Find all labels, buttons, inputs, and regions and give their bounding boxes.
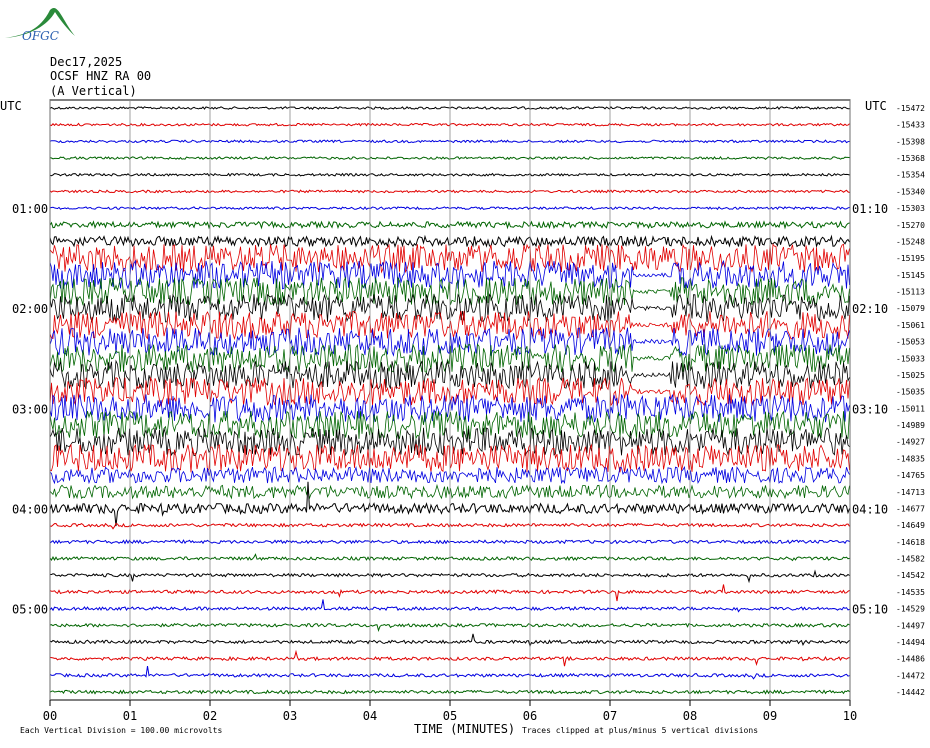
right-time-label: 05:10 xyxy=(852,603,888,617)
right-label: -15061 xyxy=(896,321,925,330)
right-label: -15340 xyxy=(896,187,925,196)
left-time-label: 01:00 xyxy=(12,202,48,216)
right-label: -15472 xyxy=(896,104,925,113)
right-label: -14497 xyxy=(896,621,925,630)
x-tick-label: 10 xyxy=(843,709,857,723)
x-tick-label: 00 xyxy=(43,709,57,723)
right-label: -14927 xyxy=(896,438,925,447)
right-label: -14542 xyxy=(896,571,925,580)
x-tick-label: 05 xyxy=(443,709,457,723)
right-label: -15270 xyxy=(896,221,925,230)
right-label: -15011 xyxy=(896,404,925,413)
right-label: -14835 xyxy=(896,454,925,463)
right-label: -15368 xyxy=(896,154,925,163)
right-time-label: 01:10 xyxy=(852,202,888,216)
x-tick-label: 02 xyxy=(203,709,217,723)
right-label: -14989 xyxy=(896,421,925,430)
station: OCSF HNZ RA 00 xyxy=(50,69,151,83)
right-label: -15113 xyxy=(896,288,925,297)
logo-text: OFGC xyxy=(22,29,59,43)
left-time-label: 04:00 xyxy=(12,502,48,516)
right-time-label: 03:10 xyxy=(852,402,888,416)
x-tick-label: 01 xyxy=(123,709,137,723)
right-time-label: 04:10 xyxy=(852,502,888,516)
right-label: -15433 xyxy=(896,121,925,130)
right-label: -15248 xyxy=(896,237,925,246)
right-label: -15035 xyxy=(896,388,925,397)
right-label: -14472 xyxy=(896,671,925,680)
left-time-label: 03:00 xyxy=(12,402,48,416)
x-tick-label: 04 xyxy=(363,709,377,723)
right-label: -14494 xyxy=(896,638,925,647)
right-label: -15053 xyxy=(896,338,925,347)
right-label: -14582 xyxy=(896,555,925,564)
right-label: -15145 xyxy=(896,271,925,280)
right-label: -15354 xyxy=(896,171,925,180)
right-label: -15195 xyxy=(896,254,925,263)
clip-note: Traces clipped at plus/minus 5 vertical … xyxy=(522,726,758,735)
right-label: -15398 xyxy=(896,137,925,146)
x-tick-label: 07 xyxy=(603,709,617,723)
component: (A Vertical) xyxy=(50,84,137,98)
right-time-label: 02:10 xyxy=(852,302,888,316)
utc-left: UTC xyxy=(0,99,22,113)
right-label: -14486 xyxy=(896,655,925,664)
right-label: -14677 xyxy=(896,504,925,513)
x-axis-title: TIME (MINUTES) xyxy=(414,722,515,736)
left-time-label: 05:00 xyxy=(12,603,48,617)
logo: OFGC xyxy=(5,8,75,43)
x-tick-label: 03 xyxy=(283,709,297,723)
right-label: -15079 xyxy=(896,304,925,313)
logo-shape xyxy=(5,8,75,38)
right-label: -15025 xyxy=(896,371,925,380)
x-tick-label: 06 xyxy=(523,709,537,723)
utc-right: UTC xyxy=(865,99,887,113)
division-note: Each Vertical Division = 100.00 microvol… xyxy=(20,726,222,735)
x-tick-label: 09 xyxy=(763,709,777,723)
right-label: -14713 xyxy=(896,488,925,497)
right-label: -14442 xyxy=(896,688,925,697)
right-label: -14649 xyxy=(896,521,925,530)
right-label: -14765 xyxy=(896,471,925,480)
x-tick-label: 08 xyxy=(683,709,697,723)
left-time-label: 02:00 xyxy=(12,302,48,316)
right-label: -14618 xyxy=(896,538,925,547)
right-label: -14529 xyxy=(896,605,925,614)
date: Dec17,2025 xyxy=(50,55,122,69)
right-label: -15033 xyxy=(896,354,925,363)
right-label: -15303 xyxy=(896,204,925,213)
right-label: -14535 xyxy=(896,588,925,597)
